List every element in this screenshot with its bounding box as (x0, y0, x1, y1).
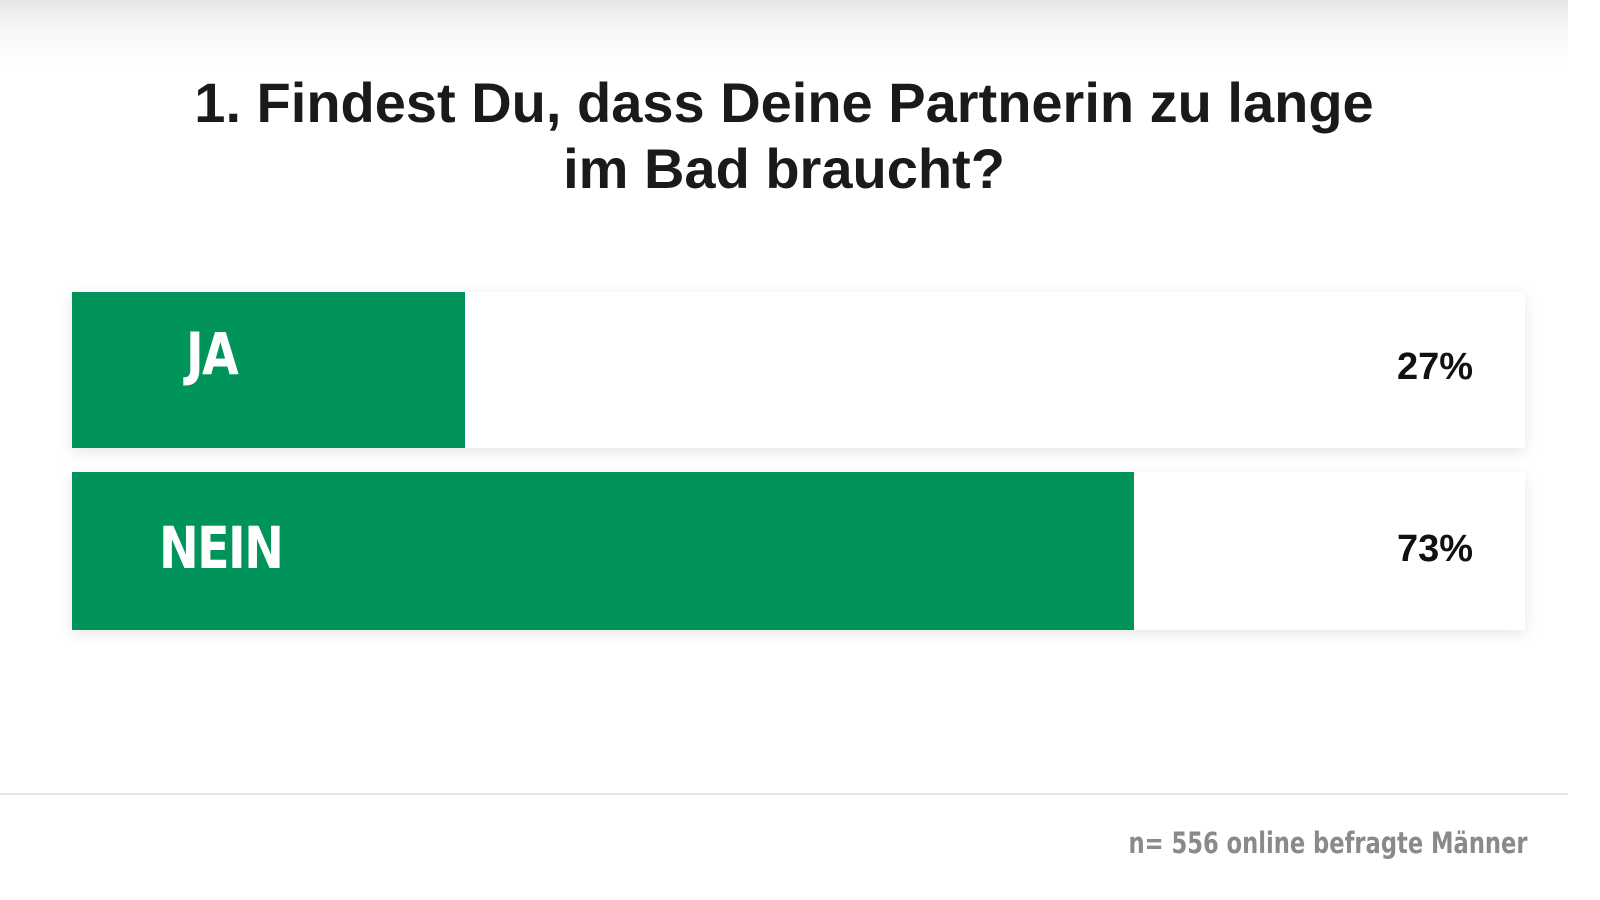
bar-fill-ja (72, 292, 465, 448)
top-shadow (0, 0, 1568, 70)
bar-value-nein: 73% (1396, 528, 1473, 570)
chart-title-line-2: im Bad braucht? (563, 137, 1005, 200)
bar-row-nein: NEIN 73% (72, 472, 1525, 630)
sample-size-note: n= 556 online befragte Männer (1129, 826, 1528, 860)
bar-row-ja: JA 27% (72, 292, 1525, 448)
bar-label-nein: NEIN (159, 514, 284, 582)
bar-label-ja: JA (186, 320, 239, 388)
footer-divider (0, 793, 1568, 795)
chart-title-line-1: 1. Findest Du, dass Deine Partnerin zu l… (194, 71, 1374, 134)
bar-value-ja: 27% (1396, 346, 1473, 388)
bar-fill-nein (72, 472, 1134, 630)
chart-title: 1. Findest Du, dass Deine Partnerin zu l… (0, 70, 1568, 202)
